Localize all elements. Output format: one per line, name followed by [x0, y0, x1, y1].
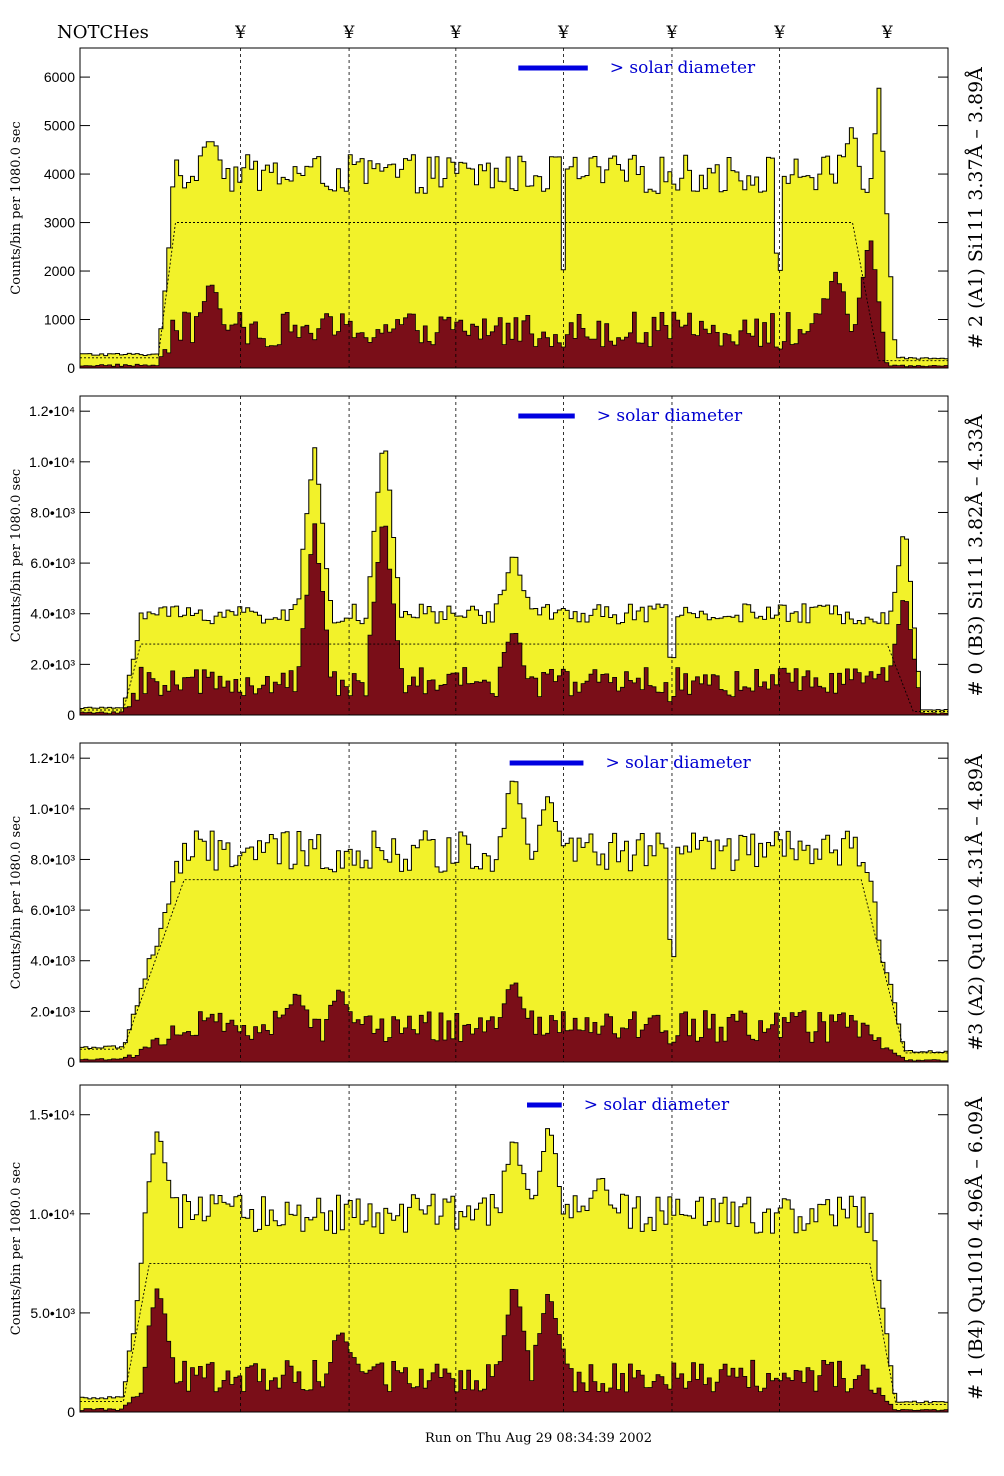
total-counts-histogram [79, 780, 949, 1063]
notches-title: NOTCHes [57, 22, 149, 43]
bright-counts-histogram [79, 240, 949, 369]
model-curve [80, 643, 948, 712]
notch-marker-0: ¥ [234, 23, 246, 43]
plot-frame [79, 742, 949, 1063]
y-tick-label-0: 0 [67, 707, 75, 723]
y-tick-label-5: 1.0•10⁴ [29, 454, 75, 470]
panel-side-label: #3 (A2) Qu1010 4.31Å – 4.89Å [965, 754, 987, 1051]
solar-diameter-label: > solar diameter [584, 1095, 730, 1115]
y-tick-label-2: 2000 [44, 263, 75, 279]
notch-marker-3: ¥ [557, 23, 569, 43]
panel-1: 0 2.0•10³ 4.0•10³ 6.0•10³ 8.0•10³ 1.0•10⁴ 1.2•… [9, 395, 987, 723]
model-curve [80, 1262, 948, 1406]
y-tick-label-1: 2.0•10³ [30, 656, 75, 672]
y-tick-label-2: 1.0•10⁴ [29, 1206, 75, 1222]
panel-2: 0 2.0•10³ 4.0•10³ 6.0•10³ 8.0•10³ 1.0•10⁴ 1.2•… [9, 742, 987, 1070]
y-tick-label-6: 1.2•10⁴ [29, 403, 75, 419]
bright-counts-histogram [79, 1288, 949, 1413]
panels: 0 1000 2000 3000 4000 5000 6000 Counts/bin per … [9, 47, 987, 1420]
notch-marker-2: ¥ [449, 23, 461, 43]
notch-marker-6: ¥ [881, 23, 893, 43]
model-curve [80, 222, 948, 362]
y-tick-label-4: 4000 [44, 166, 75, 182]
y-tick-label-3: 6.0•10³ [30, 555, 75, 571]
solar-diameter-label: > solar diameter [610, 58, 756, 78]
solar-diameter-label: > solar diameter [605, 753, 751, 773]
y-tick-label-0: 0 [67, 1404, 75, 1420]
y-tick-label-0: 0 [67, 1054, 75, 1070]
notch-marker-1: ¥ [343, 23, 355, 43]
y-tick-label-1: 1000 [44, 312, 75, 328]
bright-counts-histogram [79, 982, 949, 1063]
y-tick-label-5: 1.0•10⁴ [29, 801, 75, 817]
y-tick-label-2: 4.0•10³ [30, 606, 75, 622]
bright-counts-histogram [79, 523, 949, 716]
y-tick-label-3: 6.0•10³ [30, 902, 75, 918]
y-tick-label-0: 0 [67, 360, 75, 376]
y-tick-label-4: 8.0•10³ [30, 504, 75, 520]
y-axis-label: Counts/bin per 1080.0 sec [9, 1162, 24, 1335]
solar-diameter-label: > solar diameter [597, 406, 743, 426]
y-tick-label-1: 2.0•10³ [30, 1003, 75, 1019]
total-counts-histogram [79, 447, 949, 716]
y-tick-label-1: 5.0•10³ [30, 1305, 75, 1321]
run-timestamp: Run on Thu Aug 29 08:34:39 2002 [425, 1431, 652, 1446]
total-counts-histogram [79, 87, 949, 369]
y-tick-label-2: 4.0•10³ [30, 953, 75, 969]
panel-0: 0 1000 2000 3000 4000 5000 6000 Counts/bin per … [9, 47, 987, 376]
y-axis-label: Counts/bin per 1080.0 sec [9, 469, 24, 642]
notch-marker-4: ¥ [666, 23, 678, 43]
total-counts-histogram [79, 1128, 949, 1413]
y-tick-label-5: 5000 [44, 118, 75, 134]
panel-side-label: # 1 (B4) Qu1010 4.96Å – 6.09Å [965, 1097, 987, 1400]
y-axis-label: Counts/bin per 1080.0 sec [9, 121, 24, 294]
panel-3: 0 5.0•10³ 1.0•10⁴ 1.5•10⁴ Counts/bin per 108… [9, 1084, 987, 1420]
notch-markers: ¥ ¥ ¥ ¥ ¥ ¥ ¥ [234, 23, 893, 43]
y-tick-label-3: 3000 [44, 215, 75, 231]
panel-side-label: # 2 (A1) Si111 3.37Å – 3.89Å [965, 67, 987, 349]
plot-frame [79, 395, 949, 716]
y-axis-label: Counts/bin per 1080.0 sec [9, 816, 24, 989]
plot-frame [79, 1084, 949, 1413]
y-tick-label-3: 1.5•10⁴ [29, 1107, 75, 1123]
plot-frame [79, 47, 949, 369]
y-tick-label-4: 8.0•10³ [30, 851, 75, 867]
notch-marker-5: ¥ [773, 23, 785, 43]
y-tick-label-6: 6000 [44, 69, 75, 85]
model-curve [80, 879, 948, 1054]
y-tick-label-6: 1.2•10⁴ [29, 750, 75, 766]
panel-side-label: # 0 (B3) Si111 3.82Å – 4.33Å [965, 414, 987, 696]
